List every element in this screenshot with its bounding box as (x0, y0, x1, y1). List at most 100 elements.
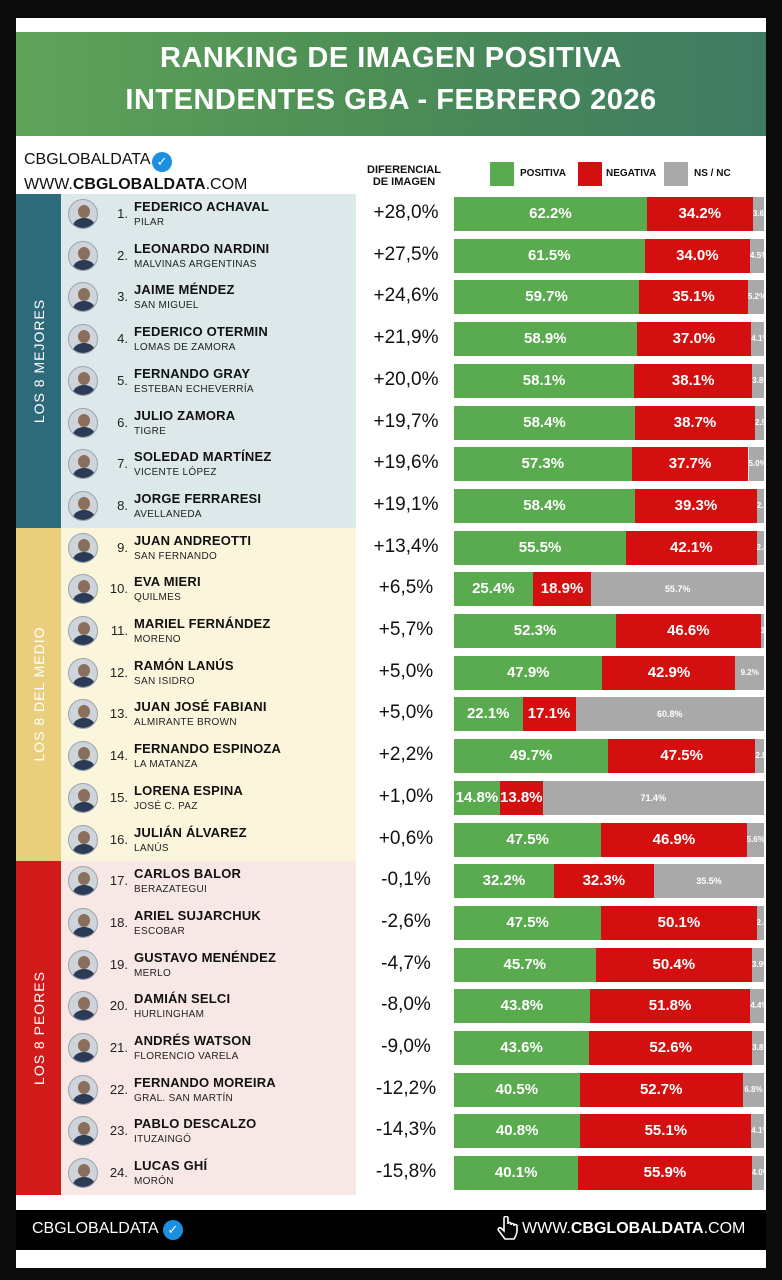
bar-value-label: 55.7% (664, 584, 691, 595)
stacked-bar: 59.7% 35.1% 5.2% (454, 280, 764, 315)
footer-brand: CBGLOBALDATA (32, 1220, 159, 1237)
stacked-bar: 40.8% 55.1% 4.1% (454, 1114, 764, 1149)
avatar-head (78, 747, 90, 761)
bar-value-label: 3.9% (751, 959, 764, 969)
candidate-avatar (68, 490, 98, 521)
bar-nsnc: 3.9% (751, 947, 764, 982)
bar-nsnc: 6.8% (742, 1072, 764, 1107)
bar-value-label: 55.1% (644, 1122, 688, 1140)
rank-number: 9. (117, 539, 128, 555)
bar-nsnc: 4.1% (751, 1114, 764, 1149)
bar-value-label: 32.2% (482, 872, 526, 890)
pointer-hand-svg (497, 1215, 518, 1240)
candidate-city: QUILMES (134, 592, 182, 604)
rank-number: 15. (109, 789, 128, 805)
bar-negative: 37.0% (636, 322, 752, 357)
avatar-head (78, 1122, 90, 1136)
bar-nsnc: 71.4% (542, 780, 764, 815)
stacked-bar: 43.6% 52.6% 3.8% (454, 1031, 764, 1065)
table-row: 20. DAMIÁN SELCI HURLINGHAM -8,0% 43.8% 51.8%… (16, 986, 766, 1028)
stacked-bar: 49.7% 47.5% 2.8% (454, 739, 764, 774)
bar-positive: 47.5% (454, 822, 602, 857)
candidate-city: SAN ISIDRO (134, 675, 195, 687)
avatar-head (78, 913, 90, 927)
candidate-avatar (68, 866, 98, 897)
candidate-avatar (68, 782, 98, 813)
table-row: 24. LUCAS GHÍ MORÓN -15,8% 40.1% 55.9% 4.0% (16, 1153, 766, 1195)
stacked-bar: 58.4% 39.3% 2.3% (454, 488, 764, 523)
legend-swatch (664, 162, 688, 186)
bar-value-label: 62.2% (529, 205, 572, 222)
candidate-city: TIGRE (134, 425, 167, 437)
image-differential: -4,7% (381, 952, 431, 974)
legend-label: POSITIVA (520, 168, 566, 179)
rank-number: 1. (117, 206, 128, 221)
bar-nsnc: 3.8% (752, 1031, 764, 1065)
bar-nsnc: 5.6% (746, 822, 764, 857)
candidate-city: LOMAS DE ZAMORA (134, 342, 236, 354)
bar-value-label: 1.1% (760, 626, 764, 635)
diff-column-header: DIFERENCIAL DE IMAGEN (354, 164, 454, 188)
bar-value-label: 40.8% (495, 1122, 539, 1140)
table-row: 1. FEDERICO ACHAVAL PILAR +28,0% 62.2% 34.2% 3… (16, 194, 766, 236)
footer-bar: CBGLOBALDATA ✓ WWW.CBGLOBALDATA.COM (16, 1210, 766, 1250)
bar-negative: 13.8% (499, 780, 543, 815)
bar-value-label: 52.7% (639, 1080, 683, 1098)
bar-value-label: 32.3% (582, 872, 626, 890)
brand-website: WWW.CBGLOBALDATA.COM (24, 176, 247, 194)
avatar-torso (73, 218, 95, 228)
bar-positive: 52.3% (454, 614, 617, 648)
rank-number: 16. (109, 831, 128, 847)
image-differential: -15,8% (375, 1161, 437, 1183)
bar-value-label: 45.7% (503, 955, 547, 973)
bar-value-label: 17.1% (527, 705, 571, 723)
legend-label: NS / NC (694, 168, 731, 179)
bar-nsnc: 1.1% (760, 614, 764, 648)
image-differential: +19,7% (373, 410, 439, 432)
rank-number: 13. (109, 706, 128, 722)
candidate-city: AVELLANEDA (134, 508, 202, 520)
bar-value-label: 42.9% (647, 663, 691, 681)
table-row: 9. JUAN ANDREOTTI SAN FERNANDO +13,4% 55.5% 4… (16, 528, 766, 570)
image-differential: +19,6% (373, 452, 439, 474)
stacked-bar: 43.8% 51.8% 4.4% (454, 989, 764, 1024)
candidate-name: JORGE FERRARESI (134, 490, 262, 506)
stacked-bar: 40.1% 55.9% 4.0% (454, 1156, 764, 1191)
candidate-name: FEDERICO ACHAVAL (134, 199, 270, 214)
ranking-card: RANKING DE IMAGEN POSITIVA INTENDENTES G… (16, 18, 766, 1268)
candidate-city: ALMIRANTE BROWN (134, 717, 237, 729)
footer-website[interactable]: WWW.CBGLOBALDATA.COM (522, 1220, 745, 1238)
avatar-torso (73, 760, 95, 771)
bar-value-label: 13.8% (499, 788, 543, 806)
table-row: 16. JULIÁN ÁLVAREZ LANÚS +0,6% 47.5% 46.9% 5.6… (16, 820, 766, 862)
bar-negative: 47.5% (608, 739, 756, 774)
avatar-head (78, 1080, 90, 1094)
stacked-bar: 40.5% 52.7% 6.8% (454, 1072, 764, 1107)
candidate-name: DAMIÁN SELCI (134, 991, 231, 1007)
avatar-head (78, 413, 90, 427)
rank-number: 6. (117, 414, 128, 430)
candidate-city: HURLINGHAM (134, 1009, 205, 1021)
avatar-torso (73, 676, 95, 687)
bar-negative: 55.9% (578, 1156, 752, 1191)
bar-negative: 46.9% (601, 822, 747, 857)
candidate-city: LANÚS (134, 842, 169, 854)
footer-site-prefix: WWW. (522, 1220, 571, 1237)
avatar-torso (73, 259, 95, 270)
bar-nsnc: 4.0% (751, 1156, 764, 1191)
bar-value-label: 47.9% (506, 663, 550, 681)
bar-positive: 47.5% (454, 905, 602, 940)
avatar-torso (73, 885, 95, 896)
avatar-head (78, 872, 90, 886)
image-differential: +13,4% (373, 535, 439, 557)
candidate-avatar (68, 741, 98, 772)
avatar-torso (73, 551, 95, 562)
avatar-torso (73, 635, 95, 645)
bar-value-label: 55.5% (518, 538, 562, 556)
avatar-torso (73, 1010, 95, 1021)
bar-value-label: 40.1% (494, 1164, 538, 1182)
ranking-rows: LOS 8 MEJORES LOS 8 DEL MEDIO LOS 8 PEORES… (16, 194, 766, 1195)
avatar-head (78, 830, 90, 844)
bar-value-label: 2.4% (756, 917, 764, 927)
candidate-avatar (68, 699, 98, 730)
